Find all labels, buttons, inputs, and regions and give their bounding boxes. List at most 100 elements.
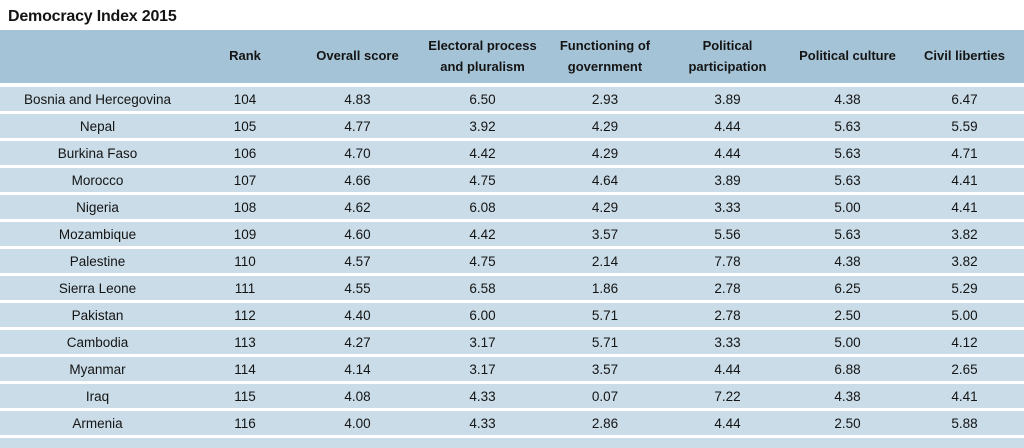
political-culture-cell: 5.63 xyxy=(834,145,861,161)
functioning-government-cell: 5.71 xyxy=(591,334,619,350)
partial-next-row xyxy=(0,438,1024,448)
country-cell: Iraq xyxy=(85,388,110,404)
country-cell: Armenia xyxy=(72,415,123,431)
electoral-process-cell: 3.17 xyxy=(469,334,496,350)
overall-score-cell: 4.70 xyxy=(344,145,371,161)
political-participation-cell: 4.44 xyxy=(714,415,741,431)
functioning-government-cell: 0.07 xyxy=(591,388,619,404)
overall-score-cell: 4.08 xyxy=(344,388,371,404)
rank-cell: 109 xyxy=(233,226,257,242)
rank-cell: 107 xyxy=(233,172,257,188)
header-cell-electoral-process: Electoral process and pluralism xyxy=(428,37,537,74)
table-row: Sierra Leone 111 4.55 6.58 1.86 2.78 6.2… xyxy=(0,276,1024,300)
political-participation-cell: 2.78 xyxy=(714,280,741,296)
civil-liberties-cell: 5.59 xyxy=(951,118,978,134)
overall-score-cell: 4.62 xyxy=(344,199,371,215)
political-participation-cell: 4.44 xyxy=(714,118,741,134)
page-title: Democracy Index 2015 xyxy=(8,7,177,25)
header-cell-functioning-government: Functioning of government xyxy=(559,37,651,74)
table-row: Myanmar 114 4.14 3.17 3.57 4.44 6.88 2.6… xyxy=(0,357,1024,381)
functioning-government-cell: 4.29 xyxy=(591,118,619,134)
civil-liberties-cell: 5.29 xyxy=(951,280,978,296)
civil-liberties-cell: 5.00 xyxy=(951,307,978,323)
country-cell: Myanmar xyxy=(69,361,126,377)
electoral-process-cell: 6.00 xyxy=(469,307,496,323)
country-cell: Mozambique xyxy=(58,226,137,242)
functioning-government-cell: 3.57 xyxy=(591,361,619,377)
political-participation-cell: 7.78 xyxy=(714,253,741,269)
rank-cell: 116 xyxy=(234,415,256,431)
civil-liberties-cell: 3.82 xyxy=(951,253,978,269)
functioning-government-cell: 2.93 xyxy=(591,91,619,107)
civil-liberties-cell: 4.41 xyxy=(951,172,978,188)
header-cell-political-culture: Political culture xyxy=(799,48,896,64)
civil-liberties-cell: 4.41 xyxy=(951,388,978,404)
table-row: Iraq 115 4.08 4.33 0.07 7.22 4.38 4.41 xyxy=(0,384,1024,408)
political-culture-cell: 6.88 xyxy=(834,361,861,377)
civil-liberties-cell: 3.82 xyxy=(951,226,978,242)
political-participation-cell: 3.89 xyxy=(714,91,741,107)
header-cell-civil-liberties: Civil liberties xyxy=(924,48,1005,64)
overall-score-cell: 4.57 xyxy=(344,253,371,269)
political-culture-cell: 5.00 xyxy=(834,199,861,215)
political-participation-cell: 7.22 xyxy=(714,388,741,404)
functioning-government-cell: 2.86 xyxy=(591,415,619,431)
table-body: Bosnia and Hercegovina 104 4.83 6.50 2.9… xyxy=(0,87,1024,435)
electoral-process-cell: 4.42 xyxy=(469,145,496,161)
country-cell: Morocco xyxy=(71,172,124,188)
overall-score-cell: 4.14 xyxy=(344,361,371,377)
functioning-government-cell: 1.86 xyxy=(591,280,619,296)
rank-cell: 111 xyxy=(234,280,256,296)
political-culture-cell: 4.38 xyxy=(834,253,861,269)
electoral-process-cell: 3.92 xyxy=(469,118,496,134)
rank-cell: 104 xyxy=(233,91,257,107)
electoral-process-cell: 4.33 xyxy=(469,415,496,431)
table-row: Palestine 110 4.57 4.75 2.14 7.78 4.38 3… xyxy=(0,249,1024,273)
country-cell: Pakistan xyxy=(71,307,124,323)
civil-liberties-cell: 2.65 xyxy=(951,361,978,377)
table-row: Cambodia 113 4.27 3.17 5.71 3.33 5.00 4.… xyxy=(0,330,1024,354)
table-row: Mozambique 109 4.60 4.42 3.57 5.56 5.63 … xyxy=(0,222,1024,246)
header-cell-political-participation: Political participation xyxy=(688,37,767,74)
political-culture-cell: 2.50 xyxy=(834,415,861,431)
political-culture-cell: 2.50 xyxy=(834,307,861,323)
political-participation-cell: 2.78 xyxy=(714,307,741,323)
country-cell: Nepal xyxy=(79,118,116,134)
rank-cell: 112 xyxy=(234,307,256,323)
overall-score-cell: 4.83 xyxy=(344,91,371,107)
overall-score-cell: 4.60 xyxy=(344,226,371,242)
political-culture-cell: 4.38 xyxy=(834,388,861,404)
electoral-process-cell: 4.42 xyxy=(469,226,496,242)
political-participation-cell: 4.44 xyxy=(714,145,741,161)
table-row: Pakistan 112 4.40 6.00 5.71 2.78 2.50 5.… xyxy=(0,303,1024,327)
table-header: Rank Overall score Electoral process and… xyxy=(0,30,1024,83)
overall-score-cell: 4.00 xyxy=(344,415,371,431)
electoral-process-cell: 4.75 xyxy=(469,172,496,188)
electoral-process-cell: 4.75 xyxy=(469,253,496,269)
country-cell: Cambodia xyxy=(66,334,129,350)
political-culture-cell: 5.63 xyxy=(834,226,861,242)
country-cell: Burkina Faso xyxy=(57,145,138,161)
table-row: Armenia 116 4.00 4.33 2.86 4.44 2.50 5.8… xyxy=(0,411,1024,435)
political-culture-cell: 6.25 xyxy=(834,280,861,296)
header-cell-rank: Rank xyxy=(229,48,261,64)
overall-score-cell: 4.66 xyxy=(344,172,371,188)
civil-liberties-cell: 5.88 xyxy=(951,415,978,431)
table-row: Burkina Faso 106 4.70 4.42 4.29 4.44 5.6… xyxy=(0,141,1024,165)
table-row: Bosnia and Hercegovina 104 4.83 6.50 2.9… xyxy=(0,87,1024,111)
political-participation-cell: 3.89 xyxy=(714,172,741,188)
political-culture-cell: 5.00 xyxy=(834,334,861,350)
table-row: Morocco 107 4.66 4.75 4.64 3.89 5.63 4.4… xyxy=(0,168,1024,192)
political-participation-cell: 4.44 xyxy=(714,361,741,377)
functioning-government-cell: 3.57 xyxy=(591,226,619,242)
table-row: Nepal 105 4.77 3.92 4.29 4.44 5.63 5.59 xyxy=(0,114,1024,138)
political-participation-cell: 3.33 xyxy=(714,199,741,215)
country-cell: Palestine xyxy=(69,253,126,269)
functioning-government-cell: 4.29 xyxy=(591,145,619,161)
rank-cell: 114 xyxy=(234,361,256,377)
rank-cell: 115 xyxy=(234,388,256,404)
rank-cell: 110 xyxy=(234,253,256,269)
rank-cell: 105 xyxy=(233,118,257,134)
civil-liberties-cell: 6.47 xyxy=(951,91,978,107)
civil-liberties-cell: 4.41 xyxy=(951,199,978,215)
